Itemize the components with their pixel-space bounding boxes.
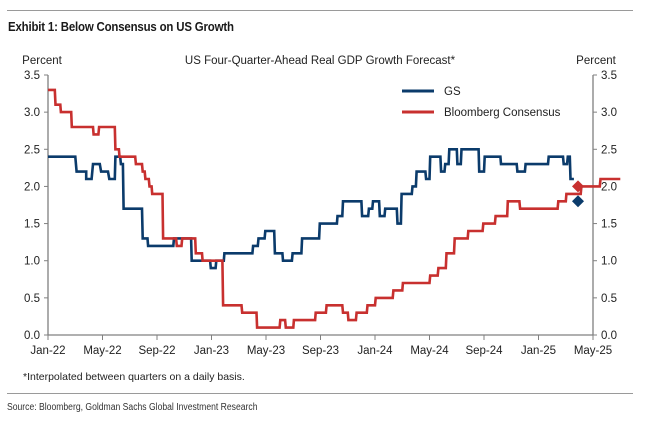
y-axis-label-left: Percent — [22, 55, 62, 67]
legend: GS Bloomberg Consensus — [402, 86, 561, 119]
bottom-rule — [7, 393, 633, 394]
y-tick-label-left: 0.0 — [24, 330, 40, 342]
y-tick-label-right: 0.0 — [601, 330, 617, 342]
x-tick-label: May-24 — [410, 345, 449, 357]
y-tick-label-left: 0.5 — [24, 293, 40, 305]
legend-label-gs: GS — [444, 86, 461, 98]
y-tick-label-left: 3.5 — [24, 70, 40, 82]
x-tick-label: Sep-24 — [465, 345, 503, 357]
x-tick-label: Jan-25 — [521, 345, 556, 357]
x-tick-label: Jan-23 — [194, 345, 229, 357]
y-tick-label-left: 1.0 — [24, 256, 40, 268]
top-rule — [7, 10, 633, 11]
y-tick-label-right: 2.0 — [601, 181, 617, 193]
footnote: *Interpolated between quarters on a dail… — [23, 371, 245, 383]
y-tick-label-left: 3.0 — [24, 107, 40, 119]
x-tick-label: May-22 — [83, 345, 121, 357]
series-line-consensus — [48, 88, 621, 329]
y-tick-label-right: 1.5 — [601, 219, 617, 231]
y-tick-label-left: 2.0 — [24, 181, 40, 193]
y-tick-label-left: 2.5 — [24, 144, 40, 156]
y-tick-label-right: 3.0 — [601, 107, 617, 119]
source-note: Source: Bloomberg, Goldman Sachs Global … — [7, 402, 258, 413]
series-line-gs — [48, 148, 574, 270]
y-tick-label-right: 1.0 — [601, 256, 617, 268]
y-axis-label-right: Percent — [576, 55, 616, 67]
chart-title: US Four-Quarter-Ahead Real GDP Growth Fo… — [185, 55, 456, 67]
x-tick-label: Sep-23 — [302, 345, 339, 357]
marker-latest-consensus — [572, 180, 585, 193]
x-tick-label: Sep-22 — [138, 345, 175, 357]
exhibit-title: Exhibit 1: Below Consensus on US Growth — [8, 19, 234, 34]
y-tick-label-right: 0.5 — [601, 293, 617, 305]
legend-label-consensus: Bloomberg Consensus — [444, 107, 561, 119]
x-tick-label: May-25 — [574, 345, 612, 357]
y-tick-label-right: 2.5 — [601, 144, 617, 156]
y-tick-label-right: 3.5 — [601, 70, 617, 82]
y-tick-label-left: 1.5 — [24, 219, 40, 231]
x-tick-label: Jan-24 — [357, 345, 393, 357]
x-tick-label: Jan-22 — [30, 345, 65, 357]
marker-latest-gs — [572, 195, 585, 208]
x-tick-label: May-23 — [247, 345, 285, 357]
